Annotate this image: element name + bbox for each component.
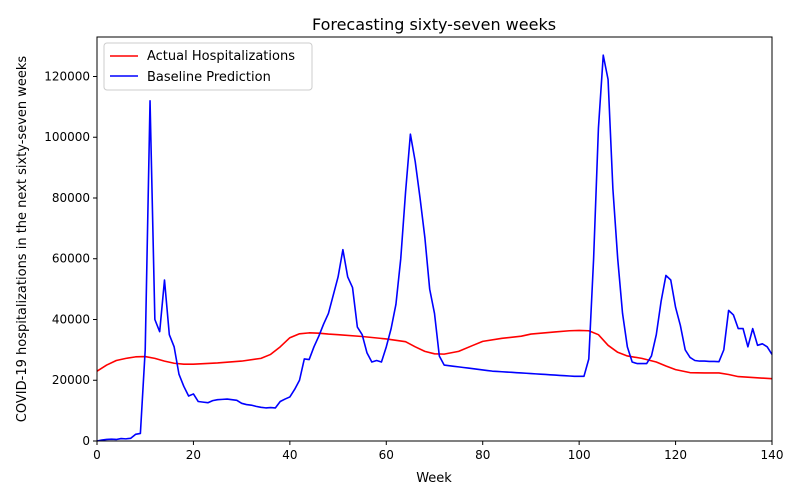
y-tick-label: 60000: [52, 252, 90, 266]
x-axis: 0 20 40 60 80 100 120 140: [93, 441, 783, 462]
plot-area: [96, 54, 773, 442]
chart-title: Forecasting sixty-seven weeks: [312, 15, 556, 34]
x-tick-label: 0: [93, 448, 101, 462]
legend: Actual Hospitalizations Baseline Predict…: [103, 42, 313, 91]
x-tick-label: 100: [568, 448, 591, 462]
y-axis-label: COVID-19 hospitalizations in the next si…: [15, 56, 30, 423]
y-tick-label: 20000: [52, 373, 90, 387]
y-tick-label: 0: [82, 434, 90, 448]
legend-label-actual: Actual Hospitalizations: [147, 49, 295, 64]
x-tick-label: 20: [186, 448, 201, 462]
y-tick-label: 100000: [44, 130, 90, 144]
x-tick-label: 40: [282, 448, 297, 462]
y-tick-label: 120000: [44, 69, 90, 83]
x-tick-label: 80: [475, 448, 490, 462]
y-tick-label: 40000: [52, 312, 90, 326]
series-line-baseline: [96, 54, 773, 442]
plot-frame: [96, 36, 773, 442]
legend-label-baseline: Baseline Prediction: [147, 70, 271, 85]
series-line-actual: [96, 329, 773, 380]
x-tick-label: 120: [664, 448, 687, 462]
x-axis-label: Week: [416, 471, 452, 486]
y-tick-label: 80000: [52, 191, 90, 205]
y-axis: 0 20000 40000 60000 80000 100000 120000: [44, 69, 97, 448]
x-tick-label: 60: [379, 448, 394, 462]
x-tick-label: 140: [761, 448, 784, 462]
legend-box: [103, 42, 313, 91]
